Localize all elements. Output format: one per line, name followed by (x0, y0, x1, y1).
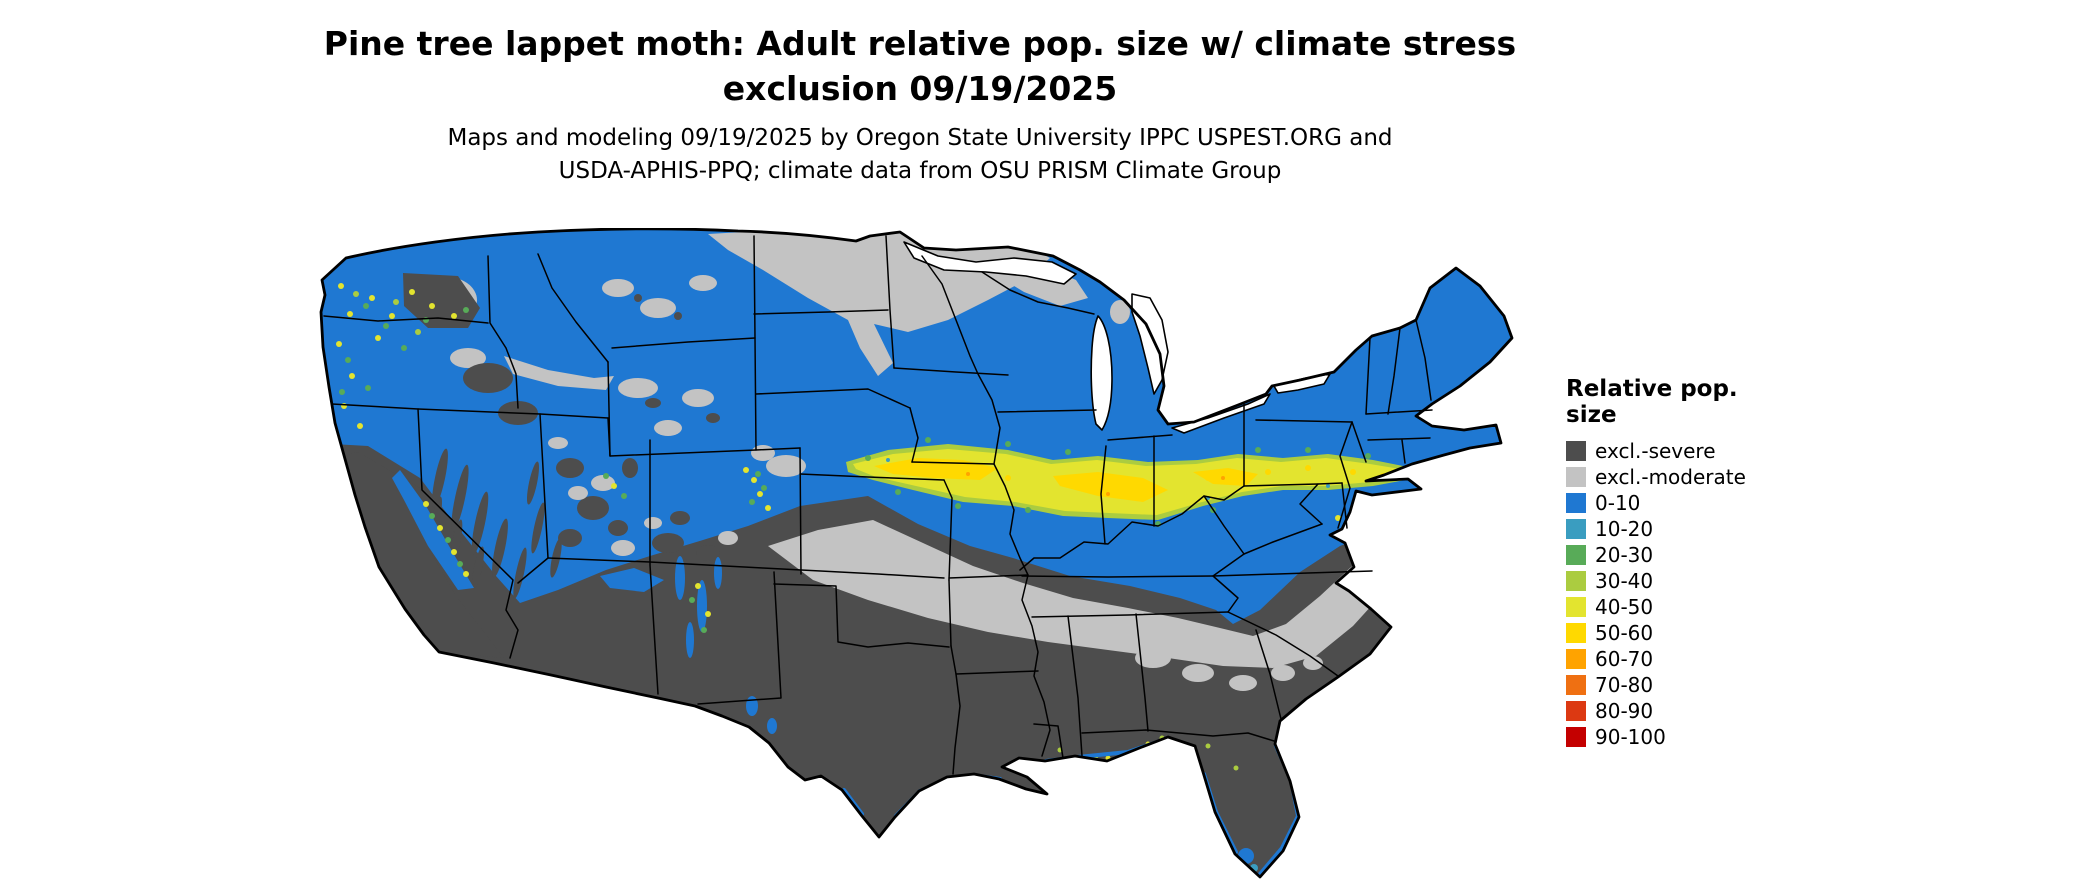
legend-swatch (1566, 727, 1586, 747)
title-line-2: exclusion 09/19/2025 (722, 68, 1118, 108)
legend-swatch (1566, 623, 1586, 643)
legend-swatch (1566, 519, 1586, 539)
legend-item: 0-10 (1566, 490, 1786, 516)
legend-item: excl.-moderate (1566, 464, 1786, 490)
legend-swatch (1566, 545, 1586, 565)
legend-item: 20-30 (1566, 542, 1786, 568)
subtitle-line-2: USDA-APHIS-PPQ; climate data from OSU PR… (558, 158, 1282, 185)
legend-item: 60-70 (1566, 646, 1786, 672)
legend-item: excl.-severe (1566, 438, 1786, 464)
lake-superior (903, 241, 1077, 285)
legend-label: 30-40 (1595, 569, 1654, 593)
map-outline (319, 227, 1514, 879)
lake-erie (1171, 393, 1271, 434)
legend-swatch (1566, 701, 1586, 721)
title-line-1: Pine tree lappet moth: Adult relative po… (323, 24, 1517, 63)
map-legend: Relative pop. size excl.-severe excl.-mod… (1566, 376, 1786, 750)
legend-label: 60-70 (1595, 647, 1654, 671)
legend-label: excl.-severe (1595, 439, 1716, 463)
subtitle-line-1: Maps and modeling 09/19/2025 by Oregon S… (447, 125, 1393, 151)
us-conus-map (319, 227, 1514, 879)
legend-items: excl.-severe excl.-moderate 0-10 10-20 20-30… (1566, 438, 1786, 750)
lake-michigan (1090, 315, 1113, 431)
legend-item: 30-40 (1566, 568, 1786, 594)
legend-item: 70-80 (1566, 672, 1786, 698)
legend-label: 10-20 (1595, 517, 1654, 541)
legend-swatch (1566, 597, 1586, 617)
map-regions (321, 228, 1512, 877)
legend-label: 90-100 (1595, 725, 1666, 749)
legend-label: 70-80 (1595, 673, 1654, 697)
legend-swatch (1566, 649, 1586, 669)
legend-swatch (1566, 493, 1586, 513)
great-lakes (903, 241, 1331, 434)
legend-item: 80-90 (1566, 698, 1786, 724)
legend-swatch (1566, 571, 1586, 591)
figure-subtitle: Maps and modeling 09/19/2025 by Oregon S… (0, 122, 1840, 189)
state-borders (323, 235, 1433, 775)
legend-item: 90-100 (1566, 724, 1786, 750)
legend-label: 40-50 (1595, 595, 1654, 619)
legend-swatch (1566, 467, 1586, 487)
legend-swatch (1566, 441, 1586, 461)
legend-item: 50-60 (1566, 620, 1786, 646)
legend-item: 10-20 (1566, 516, 1786, 542)
legend-swatch (1566, 675, 1586, 695)
legend-label: 80-90 (1595, 699, 1654, 723)
us-map-container (308, 227, 1528, 884)
legend-label: 20-30 (1595, 543, 1654, 567)
figure-title: Pine tree lappet moth: Adult relative po… (0, 22, 1840, 111)
legend-label: 50-60 (1595, 621, 1654, 645)
legend-title: Relative pop. size (1566, 376, 1738, 428)
legend-label: 0-10 (1595, 491, 1641, 515)
legend-item: 40-50 (1566, 594, 1786, 620)
legend-label: excl.-moderate (1595, 465, 1746, 489)
